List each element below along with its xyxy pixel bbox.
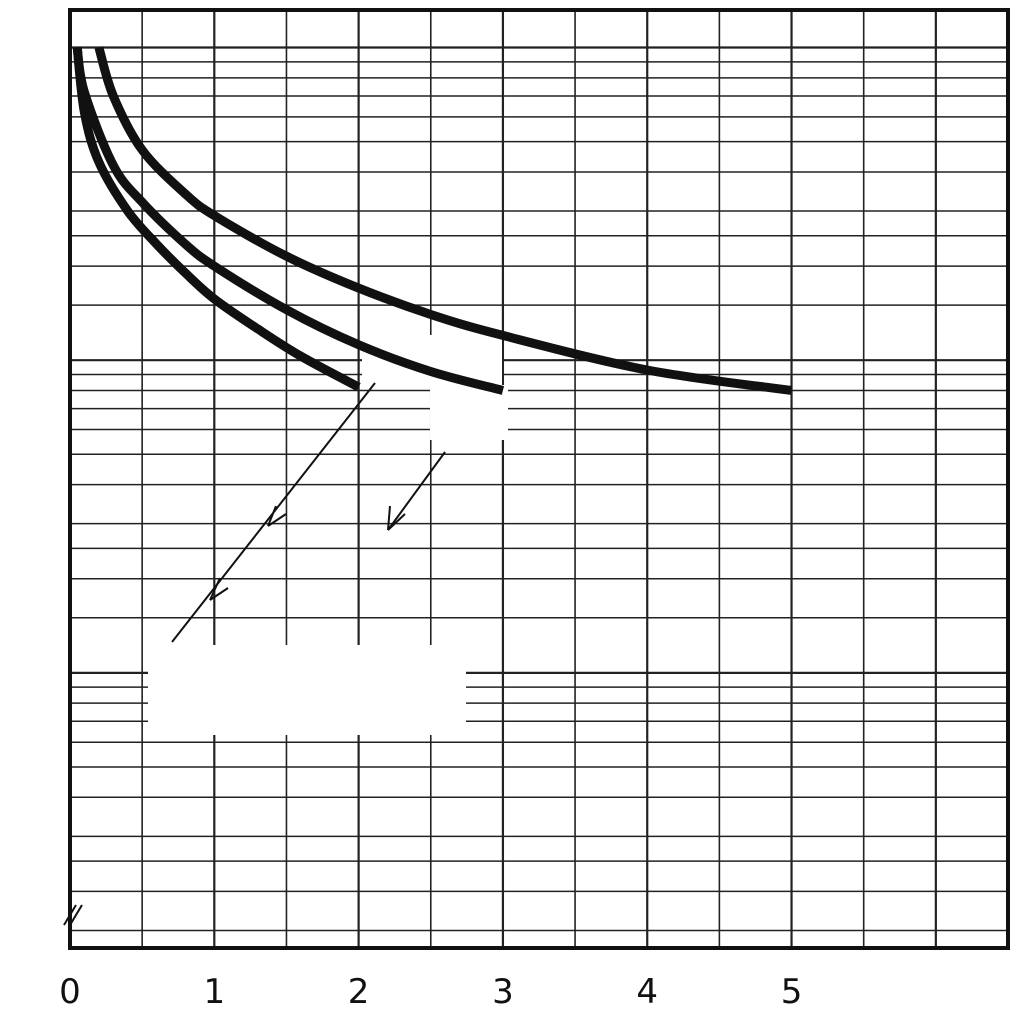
curve-3: [94, 46, 793, 395]
blank-label-area-upper-right: [430, 385, 508, 440]
x-tick-label: 0: [59, 972, 81, 1012]
blank-label-areas: [148, 335, 508, 735]
curves: [72, 46, 793, 395]
horizontal-grid-lines: [70, 46, 1008, 932]
curve-2: [72, 46, 505, 395]
curve-1: [72, 47, 361, 392]
arrow-head-left-upper: [267, 505, 287, 527]
blank-label-area-upper: [362, 335, 502, 385]
x-tick-label: 5: [781, 972, 803, 1012]
vertical-grid-lines: [141, 10, 937, 948]
annotation-leaders: [171, 382, 446, 643]
x-tick-labels: 0 1 2 3 4 5: [59, 972, 802, 1012]
x-tick-label: 4: [636, 972, 658, 1012]
axis-break-icon: [63, 904, 83, 926]
blank-label-area-lower: [148, 645, 466, 735]
x-tick-label: 3: [492, 972, 514, 1012]
arrow-head-left-lower: [209, 577, 229, 601]
x-tick-label: 1: [203, 972, 225, 1012]
arrow-head-right: [387, 505, 406, 531]
leader-line-right: [387, 451, 446, 531]
plot-frame: [68, 8, 1010, 950]
x-tick-label: 2: [348, 972, 370, 1012]
